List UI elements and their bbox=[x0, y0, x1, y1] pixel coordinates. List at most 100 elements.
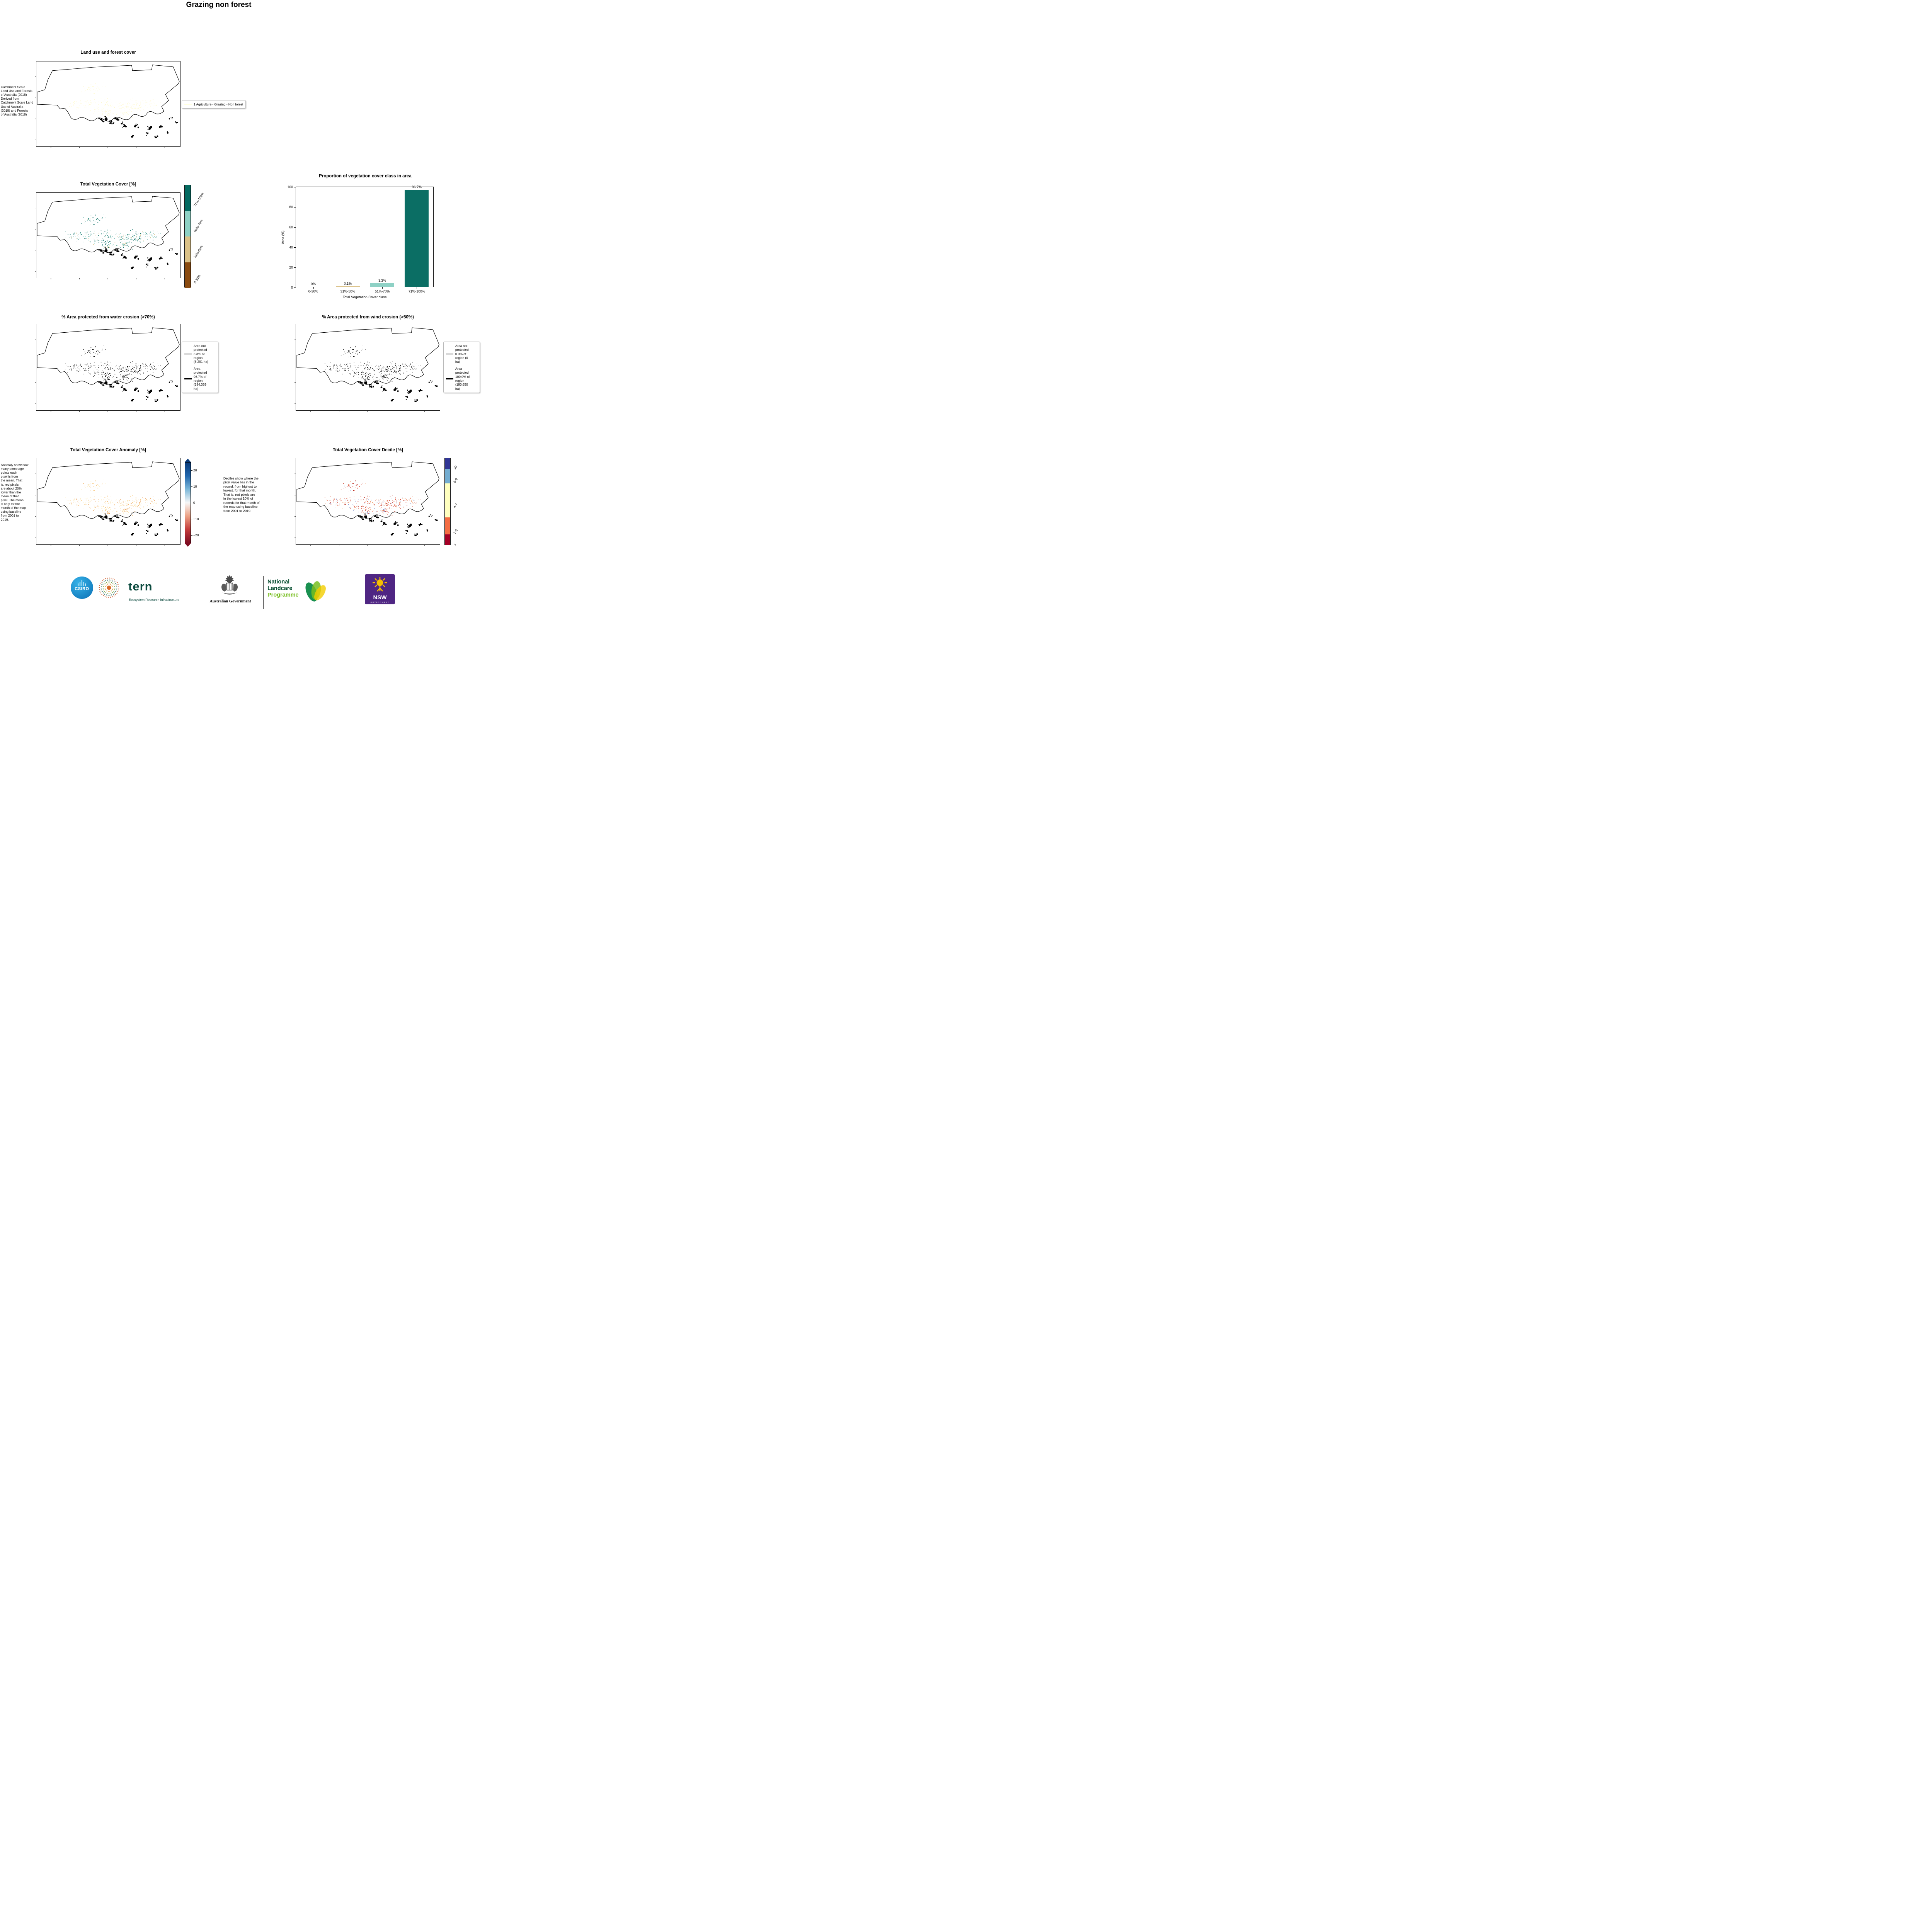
water-legend-swatch-notprotected bbox=[184, 353, 192, 355]
bar-71-100 bbox=[405, 189, 429, 287]
bar-value-0-30: 0% bbox=[311, 282, 316, 286]
tvc-colorbar-seg-4 bbox=[185, 262, 191, 288]
decile-colorbar-label-8-9: 8-9 bbox=[453, 477, 459, 484]
barchart-ytick-80: 80 bbox=[282, 205, 296, 209]
nlp-line2: Landcare bbox=[267, 585, 293, 592]
barchart-ylabel: Area (%) bbox=[281, 230, 285, 244]
nlp-line3: Programme bbox=[267, 592, 299, 599]
decile-map-svg bbox=[294, 461, 439, 546]
barchart-ytick-20: 20 bbox=[282, 265, 296, 269]
footer-divider bbox=[263, 576, 264, 609]
barchart-xtick-2: 31%-50% bbox=[330, 287, 365, 293]
water-map bbox=[35, 324, 180, 412]
landcare-leaves-icon bbox=[301, 577, 329, 606]
anomaly-tick-m10: −10 bbox=[193, 517, 199, 521]
csiro-label: CSIRO bbox=[75, 587, 89, 591]
decile-colorbar-seg-8-9 bbox=[445, 469, 450, 483]
decile-colorbar-seg-4-7 bbox=[445, 483, 450, 517]
bar-slot-2: 0.1% bbox=[330, 187, 365, 287]
wind-title: % Area protected from wind erosion (>50%… bbox=[322, 315, 414, 320]
anomaly-side-note: Anomaly show how many percetage points e… bbox=[1, 463, 29, 522]
landuse-map bbox=[35, 61, 180, 148]
australian-government-crest-icon bbox=[218, 574, 242, 598]
landuse-map-svg bbox=[35, 65, 180, 148]
wind-legend-swatch-protected bbox=[446, 378, 453, 379]
tern-logo: tern bbox=[128, 580, 153, 593]
decile-colorbar-seg-1 bbox=[445, 534, 450, 545]
water-map-svg bbox=[35, 327, 180, 412]
wind-map-svg bbox=[294, 327, 439, 412]
bar-51-70 bbox=[370, 283, 395, 287]
decile-colorbar: 10 8-9 4-7 2-3 1 bbox=[444, 458, 458, 546]
tern-subtitle: Ecosystem Research Infrastructure bbox=[129, 598, 179, 602]
decile-title: Total Vegetation Cover Decile [%] bbox=[333, 448, 403, 452]
water-legend-label-protected: Area protected 96.7% of region (184,359 … bbox=[194, 366, 207, 391]
barchart-xlabel: Total Vegetation Cover class bbox=[342, 295, 387, 299]
barchart-ytick-40: 40 bbox=[282, 245, 296, 249]
wind-map bbox=[294, 324, 440, 412]
barchart-xtick-1: 0-30% bbox=[296, 287, 330, 293]
barchart-ytick-60: 60 bbox=[282, 225, 296, 229]
tvc-colorbar-label-4: 0-30% bbox=[193, 274, 201, 284]
decile-colorbar-label-1: 1 bbox=[453, 542, 457, 546]
water-legend-label-notprotected: Area not protected 3.3% of region (6,291… bbox=[194, 344, 208, 364]
national-landcare-programme-logo: National Landcare Programme bbox=[267, 579, 299, 599]
anomaly-colorbar-bottom-arrow bbox=[185, 543, 191, 547]
tvc-map bbox=[35, 192, 180, 279]
bar-value-71-100: 96.7% bbox=[412, 185, 422, 189]
anomaly-tick-20: 20 bbox=[193, 468, 197, 472]
barchart-plot: Area (%) 100 80 60 40 20 0 0% 0.1% 3.3% … bbox=[281, 185, 434, 299]
bar-value-51-70: 3.3% bbox=[378, 279, 386, 283]
water-title: % Area protected from water erosion (>70… bbox=[61, 315, 155, 320]
waratah-icon bbox=[373, 577, 387, 592]
wind-legend-label-notprotected: Area not protected 0.0% of region (0 ha) bbox=[455, 344, 469, 364]
report-page: Grazing non forest Land use and forest c… bbox=[0, 0, 482, 611]
barchart-ytick-0: 0 bbox=[282, 286, 296, 289]
tvc-colorbar-seg-3 bbox=[185, 236, 191, 262]
csiro-wave-icon bbox=[71, 580, 93, 586]
tern-dot-art-icon bbox=[99, 577, 119, 598]
tvc-colorbar-label-2: 51%-70% bbox=[193, 218, 204, 233]
tvc-map-svg bbox=[35, 196, 180, 279]
bar-value-31-50: 0.1% bbox=[344, 282, 352, 286]
wind-legend-swatch-notprotected bbox=[446, 353, 453, 355]
decile-colorbar-label-4-7: 4-7 bbox=[453, 502, 459, 509]
anomaly-colorbar-top-arrow bbox=[185, 459, 191, 462]
barchart-xtick-4: 71%-100% bbox=[400, 287, 434, 293]
decile-map bbox=[294, 458, 440, 546]
anomaly-tick-m20: −20 bbox=[193, 533, 199, 537]
anomaly-colorbar-gradient bbox=[185, 462, 191, 543]
anomaly-map bbox=[35, 458, 180, 546]
anomaly-tick-10: 10 bbox=[193, 485, 197, 488]
tvc-colorbar-seg-1 bbox=[185, 185, 191, 211]
landuse-legend-swatch bbox=[184, 104, 192, 105]
australian-government-label: Australian Government bbox=[209, 599, 251, 604]
barchart-ytick-100: 100 bbox=[282, 185, 296, 189]
tvc-colorbar-label-1: 71%-100% bbox=[193, 191, 205, 207]
water-legend: Area not protected 3.3% of region (6,291… bbox=[182, 342, 218, 393]
tvc-colorbar-label-3: 31%-50% bbox=[193, 244, 204, 259]
nsw-label: NSW bbox=[373, 594, 387, 601]
wind-legend: Area not protected 0.0% of region (0 ha)… bbox=[443, 342, 480, 393]
anomaly-colorbar: 20 10 0 −10 −20 bbox=[185, 459, 199, 547]
decile-colorbar-label-10: 10 bbox=[453, 464, 458, 470]
decile-side-note: Deciles show where the pixel value lies … bbox=[223, 476, 260, 513]
bar-slot-3: 3.3% bbox=[365, 187, 400, 287]
anomaly-tick-0: 0 bbox=[193, 501, 195, 505]
barchart-xtick-3: 51%-70% bbox=[365, 287, 400, 293]
landuse-title: Land use and forest cover bbox=[80, 50, 136, 55]
bar-slot-4: 96.7% bbox=[400, 185, 434, 287]
csiro-logo: CSIRO bbox=[71, 577, 93, 599]
landuse-legend-label: 1 Agriculture - Grazing - Non forest bbox=[194, 102, 243, 106]
anomaly-map-svg bbox=[35, 461, 180, 546]
tvc-colorbar: 71%-100% 51%-70% 31%-50% 0-30% bbox=[184, 185, 205, 288]
water-legend-swatch-protected bbox=[184, 378, 192, 379]
bar-31-50 bbox=[335, 286, 360, 287]
decile-colorbar-label-2-3: 2-3 bbox=[453, 528, 459, 535]
barchart-title: Proportion of vegetation cover class in … bbox=[319, 174, 412, 179]
nsw-sub-label: GOVERNMENT bbox=[370, 601, 390, 603]
decile-colorbar-seg-2-3 bbox=[445, 517, 450, 534]
nsw-government-logo: NSW GOVERNMENT bbox=[365, 574, 395, 604]
landuse-side-note: Catchment Scale Land Use and Forests of … bbox=[1, 85, 33, 116]
tvc-title: Total Vegetation Cover [%] bbox=[80, 182, 136, 187]
